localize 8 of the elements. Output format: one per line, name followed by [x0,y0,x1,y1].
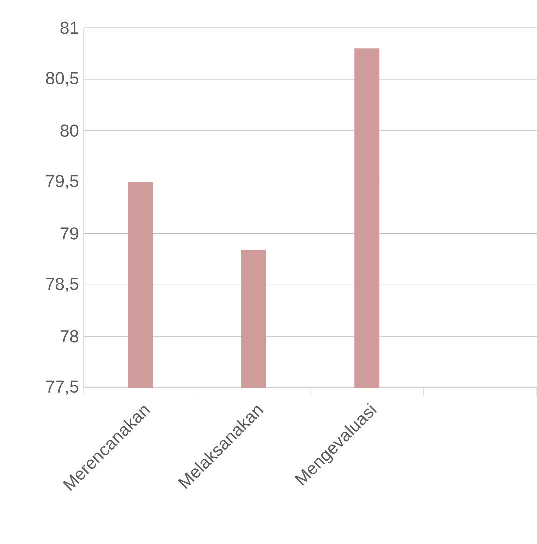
y-tick-label: 80 [60,124,78,137]
y-tick-label: 79 [60,228,78,240]
y-tick-label: 80,5 [46,72,78,87]
y-tick-label: 78 [60,330,78,343]
y-tick-label: 78,5 [46,278,78,292]
y-tick-label: 81 [60,22,78,34]
y-tick-label: 79,5 [46,175,78,190]
y-tick-label: 77,5 [46,380,78,396]
